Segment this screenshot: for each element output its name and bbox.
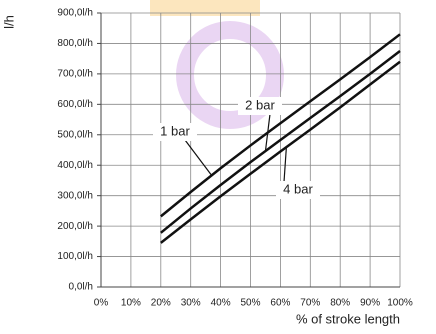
y-tick-label: 300,0l/h xyxy=(57,190,93,201)
y-tick-label: 900,0l/h xyxy=(57,8,93,19)
x-axis-label: % of stroke length xyxy=(296,311,400,326)
watermark xyxy=(150,0,284,129)
x-tick-label: 40% xyxy=(211,298,231,309)
x-tick-label: 50% xyxy=(240,298,260,309)
series-line xyxy=(160,60,401,244)
series-line xyxy=(160,50,401,234)
x-tick-label: 70% xyxy=(300,298,320,309)
y-tick-label: 400,0l/h xyxy=(57,160,93,171)
series-line xyxy=(160,33,401,218)
x-tick-label: 80% xyxy=(330,298,350,309)
y-tick-label: 800,0l/h xyxy=(57,38,93,49)
y-tick-label: 700,0l/h xyxy=(57,69,93,80)
annotation-box xyxy=(153,123,197,141)
watermark-gear xyxy=(176,21,284,129)
y-tick-label: 500,0l/h xyxy=(57,129,93,140)
y-tick-label: 600,0l/h xyxy=(57,99,93,110)
x-tick-label: 60% xyxy=(270,298,290,309)
x-tick-label: 30% xyxy=(181,298,201,309)
annotation-label: 4 bar xyxy=(283,181,313,196)
annotation-box xyxy=(276,181,320,199)
annotation-box xyxy=(238,97,282,115)
annotation-label: 2 bar xyxy=(245,97,275,112)
y-tick-label: 100,0l/h xyxy=(57,251,93,262)
x-tick-label: 100% xyxy=(387,298,413,309)
annotation-label: 1 bar xyxy=(160,123,190,138)
y-tick-label: 0,0l/h xyxy=(69,282,93,293)
y-tick-label: 200,0l/h xyxy=(57,221,93,232)
watermark-bar xyxy=(150,0,260,16)
annotation-leader xyxy=(184,139,213,176)
annotation-leader xyxy=(264,113,271,152)
x-tick-label: 0% xyxy=(94,298,109,309)
y-axis-label: l/h xyxy=(1,15,16,29)
annotation-leader xyxy=(283,147,287,183)
x-tick-label: 20% xyxy=(151,298,171,309)
x-tick-label: 90% xyxy=(360,298,380,309)
x-tick-label: 10% xyxy=(121,298,141,309)
